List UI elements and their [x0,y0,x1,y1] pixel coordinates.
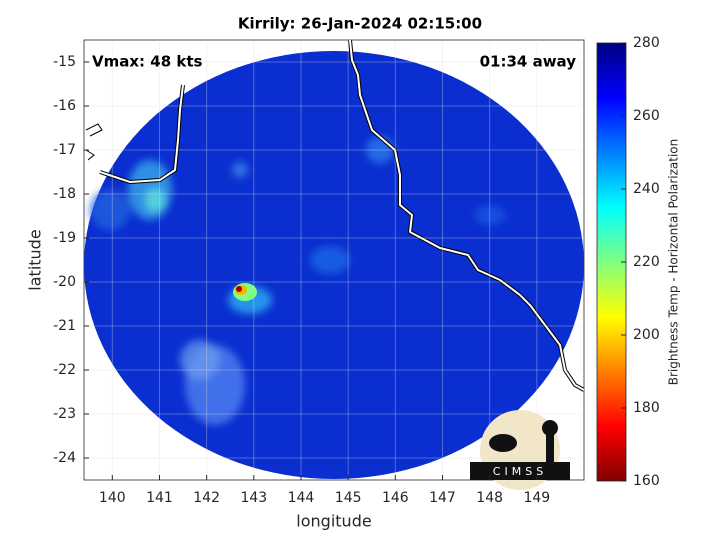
coastline [85,123,103,161]
y-tick-label: -19 [53,230,76,246]
x-tick-label: 145 [335,490,362,506]
colorbar-tick-label: 180 [633,400,660,416]
x-tick-label: 143 [240,490,267,506]
x-tick-label: 147 [429,490,456,506]
colorbar-tick-label: 260 [633,108,660,124]
y-tick-label: -20 [53,274,76,290]
colorbar-label: Brightness Temp - Horizontal Polarizatio… [667,139,681,386]
logo-text: CIMSS [493,465,547,478]
y-axis-label: latitude [26,229,45,290]
x-tick-label: 149 [523,490,550,506]
annotation: Vmax: 48 kts [92,53,202,71]
cloud-features [90,136,506,425]
grid [84,40,584,480]
x-tick-label: 146 [382,490,409,506]
annotation: 01:34 away [480,53,577,71]
y-tick-label: -23 [53,406,76,422]
convection-core [236,286,242,292]
satellite-image [84,40,584,479]
x-tick-label: 140 [99,490,126,506]
y-tick-label: -21 [53,318,76,334]
colorbar-tick-label: 200 [633,327,660,343]
colorbar-tick-label: 160 [633,473,660,489]
x-tick-label: 141 [146,490,173,506]
coastline [99,84,184,184]
x-tick-label: 142 [193,490,220,506]
y-tick-label: -24 [53,450,76,466]
y-tick-label: -16 [53,98,76,114]
colorbar-tick-label: 240 [633,181,660,197]
y-tick-label: -15 [53,54,76,70]
colorbar-tick-label: 220 [633,254,660,270]
chart-title: Kirrily: 26-Jan-2024 02:15:00 [238,15,482,33]
x-axis-label: longitude [296,512,371,531]
y-tick-label: -17 [53,142,76,158]
y-tick-label: -18 [53,186,76,202]
x-tick-label: 144 [288,490,315,506]
colorbar-tick-label: 280 [633,35,660,51]
logo: CIMSS [470,410,570,490]
y-tick-label: -22 [53,362,76,378]
x-tick-label: 148 [476,490,503,506]
coastline [349,40,584,391]
